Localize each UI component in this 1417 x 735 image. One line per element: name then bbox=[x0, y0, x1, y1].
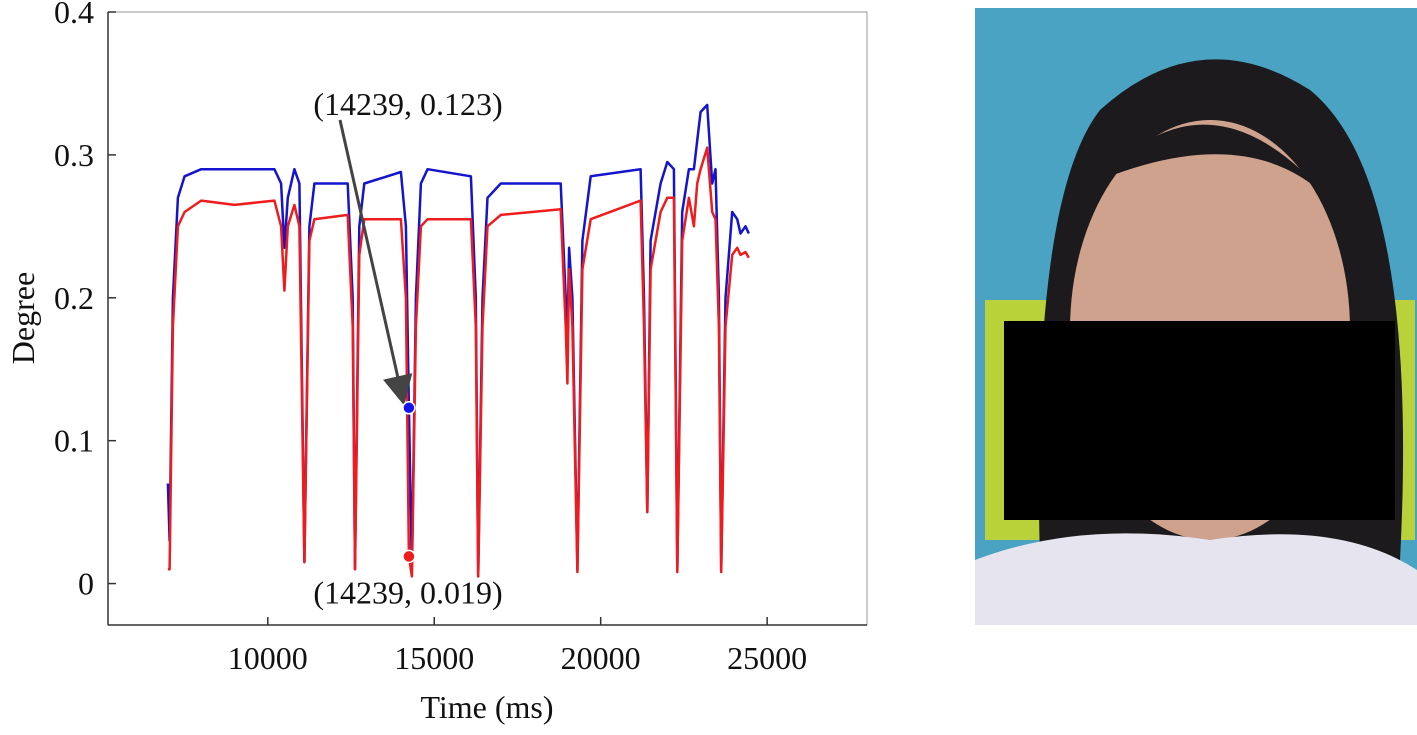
photo-shirt bbox=[975, 533, 1417, 625]
y-tick-label: 0.4 bbox=[54, 0, 94, 30]
x-tick-label: 25000 bbox=[727, 640, 807, 676]
photo-fringe bbox=[1100, 124, 1330, 200]
y-tick-label: 0.2 bbox=[54, 280, 94, 316]
photo bbox=[975, 8, 1417, 625]
y-tick-label: 0.1 bbox=[54, 423, 94, 459]
x-tick-label: 20000 bbox=[561, 640, 641, 676]
x-tick-label: 10000 bbox=[228, 640, 308, 676]
series-line bbox=[166, 103, 750, 578]
annotation-arrow bbox=[338, 119, 413, 406]
x-tick-label: 15000 bbox=[394, 640, 474, 676]
y-tick-label: 0.3 bbox=[54, 137, 94, 173]
series-line bbox=[167, 146, 750, 578]
y-axis-label: Degree bbox=[5, 272, 41, 364]
annotation-label: (14239, 0.019) bbox=[313, 574, 502, 610]
annotation-point bbox=[402, 401, 416, 415]
annotation-label: (14239, 0.123) bbox=[313, 86, 502, 122]
annotation-point bbox=[402, 549, 416, 564]
y-tick-label: 0 bbox=[78, 566, 94, 602]
photo-mask bbox=[1004, 321, 1395, 520]
x-axis-label: Time (ms) bbox=[420, 689, 553, 725]
